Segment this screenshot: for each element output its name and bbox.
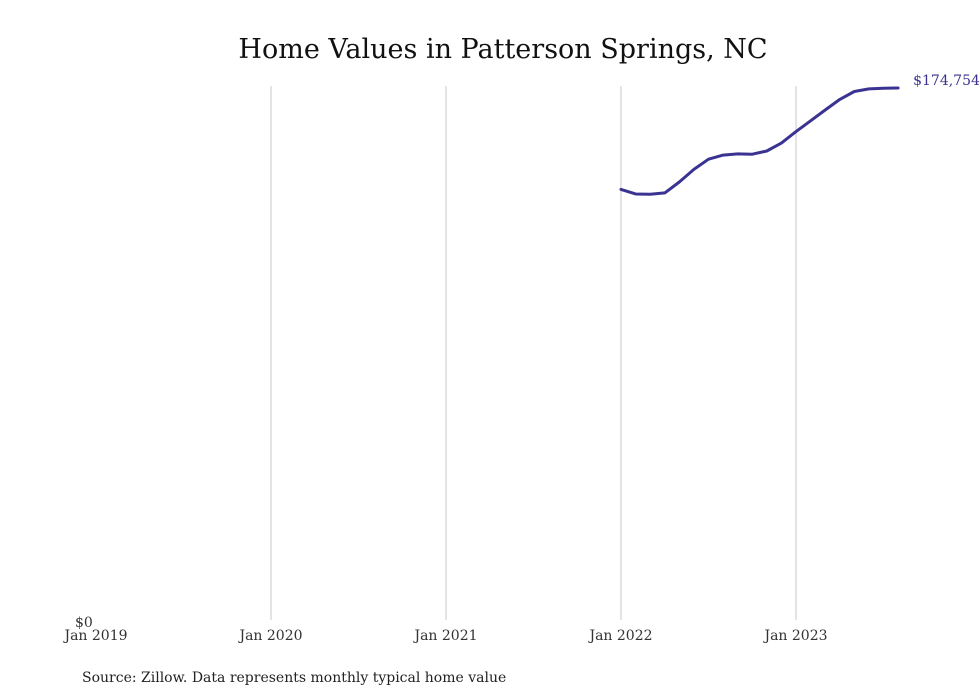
series-line: [619, 86, 900, 196]
x-tick-label: Jan 2023: [762, 628, 827, 644]
x-axis-ticks: Jan 2019 Jan 2020 Jan 2021 Jan 2022 Jan 2023: [62, 628, 827, 644]
x-tick-label: Jan 2022: [587, 628, 652, 644]
chart-title: Home Values in Patterson Springs, NC: [238, 34, 767, 65]
x-tick-label: Jan 2020: [237, 628, 302, 644]
x-tick-label: Jan 2021: [412, 628, 477, 644]
end-value-label: $174,754: [913, 73, 980, 89]
grid-lines: [270, 86, 797, 620]
source-note: Source: Zillow. Data represents monthly …: [82, 670, 506, 686]
x-tick-label: Jan 2019: [62, 628, 127, 644]
y-axis-zero-label: $0: [75, 615, 93, 631]
